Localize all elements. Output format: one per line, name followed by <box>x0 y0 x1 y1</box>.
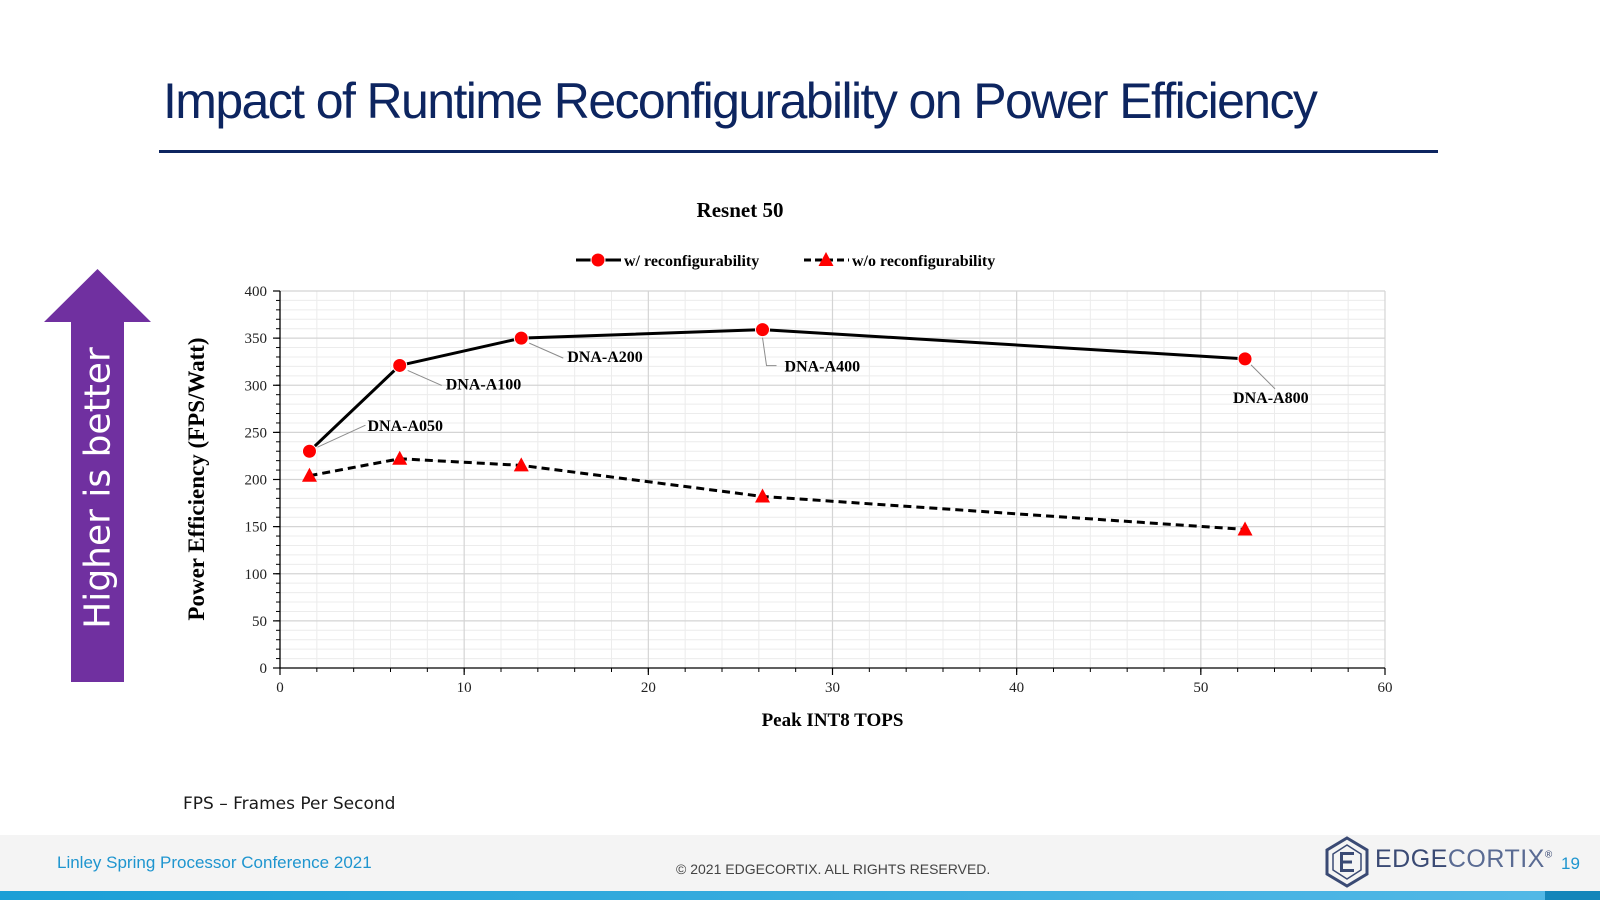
y-tick-label: 200 <box>245 473 268 489</box>
x-tick-label: 50 <box>1193 680 1208 696</box>
arrow-shape <box>44 269 151 682</box>
legend-label: w/o reconfigurability <box>852 253 995 270</box>
y-tick-label: 0 <box>260 661 268 677</box>
conference-name: Linley Spring Processor Conference 2021 <box>57 853 372 872</box>
data-point-triangle <box>392 450 408 465</box>
title-underline <box>159 150 1438 153</box>
annotation-label: DNA-A100 <box>446 376 522 393</box>
data-point-circle <box>301 443 317 459</box>
annotation-label: DNA-A050 <box>367 418 443 435</box>
y-tick-label: 50 <box>252 614 267 630</box>
annotation-label: DNA-A200 <box>567 349 643 366</box>
data-point-circle <box>755 322 771 338</box>
y-tick-label: 300 <box>245 378 268 394</box>
legend-marker-circle <box>590 252 606 268</box>
footnote: FPS – Frames Per Second <box>183 794 396 814</box>
y-tick-label: 250 <box>245 425 268 441</box>
copyright-notice: © 2021 EDGECORTIX. ALL RIGHTS RESERVED. <box>676 861 991 877</box>
data-point-triangle <box>513 457 529 472</box>
edgecortix-logo-icon <box>1325 836 1369 888</box>
data-point-circle <box>392 357 408 373</box>
annotation-label: DNA-A400 <box>785 359 861 376</box>
annotation-label: DNA-A800 <box>1233 390 1309 407</box>
x-tick-label: 10 <box>457 680 472 696</box>
logo-wordmark: EDGECORTIX® <box>1375 845 1553 874</box>
data-point-triangle <box>755 488 771 503</box>
y-tick-label: 350 <box>245 331 268 347</box>
y-tick-label: 150 <box>245 520 268 536</box>
data-point-triangle <box>301 467 317 482</box>
x-tick-label: 20 <box>641 680 656 696</box>
x-axis-label: Peak INT8 TOPS <box>762 710 904 731</box>
x-tick-label: 60 <box>1378 680 1393 696</box>
legend-label: w/ reconfigurability <box>624 253 759 270</box>
data-point-circle <box>513 330 529 346</box>
y-axis-label: Power Efficiency (FPS/Watt) <box>184 337 209 620</box>
data-point-circle <box>1237 351 1253 367</box>
slide-title: Impact of Runtime Reconfigurability on P… <box>163 73 1318 129</box>
series-line-2 <box>309 457 1246 531</box>
annotation-leader <box>317 424 366 448</box>
x-tick-label: 30 <box>825 680 840 696</box>
logo-registered-mark: ® <box>1544 849 1553 861</box>
y-tick-label: 400 <box>245 284 268 300</box>
x-tick-label: 0 <box>276 680 284 696</box>
annotation-leader <box>529 342 564 359</box>
logo-part2: CORTIX <box>1447 845 1545 873</box>
legend-marker-triangle <box>818 252 834 266</box>
annotation-leader <box>407 370 442 386</box>
y-tick-label: 100 <box>245 567 268 583</box>
x-tick-label: 40 <box>1009 680 1024 696</box>
edgecortix-logo: EDGECORTIX® <box>1323 836 1552 888</box>
footer-accent-bar <box>0 891 1545 900</box>
page-number: 19 <box>1561 854 1580 873</box>
higher-is-better-arrow <box>44 269 151 682</box>
annotation-leader <box>1250 364 1276 390</box>
chart-title: Resnet 50 <box>697 198 784 222</box>
footer-accent-bar-end <box>1545 891 1600 900</box>
data-point-triangle <box>1237 521 1253 536</box>
annotation-leader <box>762 337 777 367</box>
logo-part1: EDGE <box>1375 845 1448 873</box>
